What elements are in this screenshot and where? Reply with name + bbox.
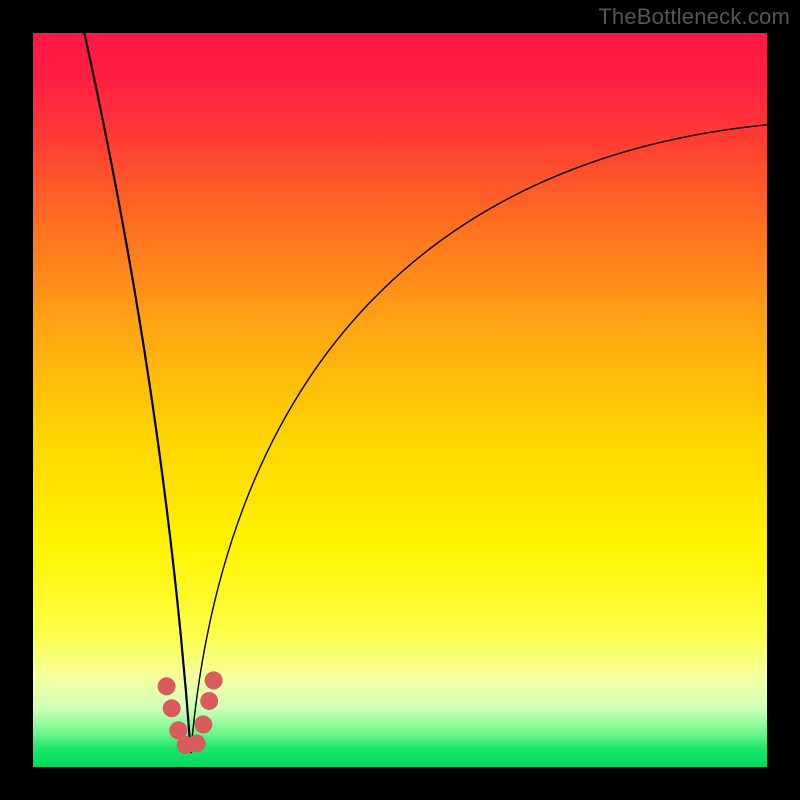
apex-marker bbox=[158, 677, 176, 695]
chart-stage: TheBottleneck.com bbox=[0, 0, 800, 800]
apex-marker bbox=[188, 735, 206, 753]
apex-marker bbox=[163, 699, 181, 717]
apex-marker bbox=[200, 692, 218, 710]
apex-marker bbox=[205, 671, 223, 689]
watermark-text: TheBottleneck.com bbox=[598, 4, 790, 30]
apex-marker bbox=[194, 715, 212, 733]
bottleneck-chart-svg bbox=[0, 0, 800, 800]
